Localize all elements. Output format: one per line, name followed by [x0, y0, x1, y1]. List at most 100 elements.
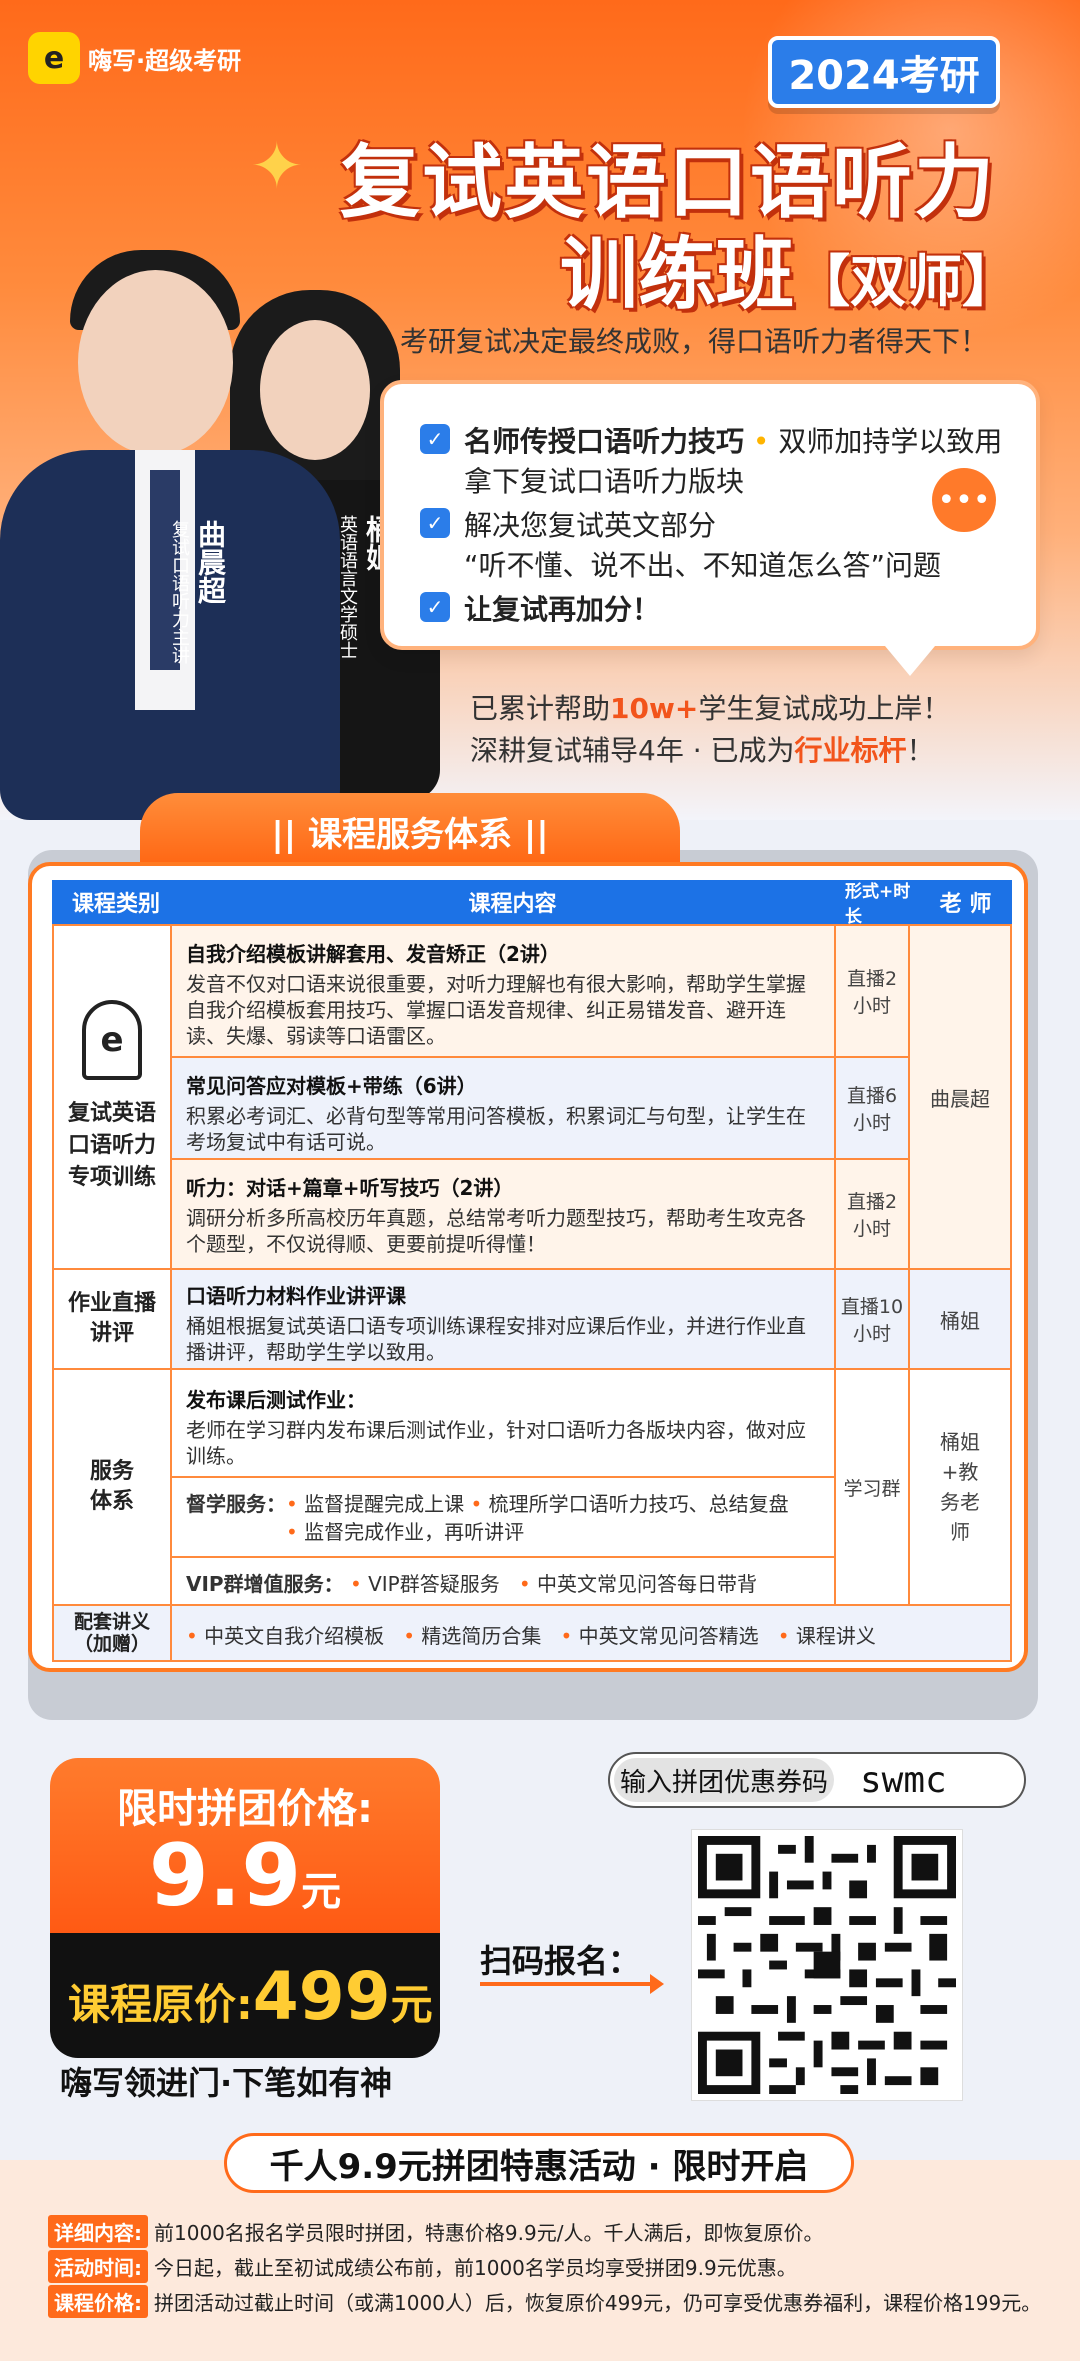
feature-line1-rest: 双师加持学以致用	[778, 425, 1003, 458]
course-desc: 积累必考词汇、必背句型等常用问答模板，积累词汇与句型，让学生在考场复试中有话可说…	[186, 1104, 806, 1154]
course-title: 自我介绍模板讲解套用、发音矫正（2讲）	[186, 942, 560, 966]
feature-line2: 拿下复试口语听力版块	[464, 465, 745, 498]
service-desc: 老师在学习群内发布课后测试作业，针对口语听力各版块内容，做对应训练。	[186, 1418, 806, 1468]
original-price: 课程原价:499元	[68, 1958, 433, 2035]
teacher1-title: 复试口语听力主讲	[169, 520, 190, 664]
chat-icon: •••	[932, 468, 996, 532]
service-row: 发布课后测试作业： 老师在学习群内发布课后测试作业，针对口语听力各版块内容，做对…	[170, 1368, 836, 1478]
qr-code[interactable]	[692, 1830, 962, 2100]
mode-cell: 直播6小时	[834, 1056, 910, 1160]
slogan: 嗨写领进门·下笔如有神	[60, 2064, 393, 2102]
footer-text: 今日起，截止至初试成绩公布前，前1000名学员均享受拼团9.9元优惠。	[154, 2256, 797, 2280]
course-desc: 桶姐根据复试英语口语专项训练课程安排对应课后作业，并进行作业直播讲评，帮助学生学…	[186, 1314, 806, 1364]
material-item: 中英文常见问答精选	[578, 1624, 759, 1648]
feature-line4: “听不懂、说不出、不知道怎么答”问题	[464, 549, 942, 582]
feature-line3: 解决您复试英文部分	[464, 509, 717, 542]
stat-highlight: 行业标杆	[794, 734, 907, 767]
feature-line1: 名师传授口语听力技巧 • 双师加持学以致用	[464, 420, 1002, 460]
footer-tag: 详细内容:	[48, 2215, 148, 2248]
bubble-tail	[880, 640, 940, 676]
footer-row: 课程价格: 拼团活动过截止时间（或满1000人）后，恢复原价499元，仍可享受优惠…	[48, 2285, 1041, 2318]
teacher2-title: 英语语言文学硕士	[337, 515, 358, 659]
brand-name: 嗨写·超级考研	[88, 46, 242, 75]
stat-highlight: 10w+	[610, 692, 699, 725]
price-number: 9.9	[148, 1826, 302, 1926]
category-cell: 作业直播讲评	[52, 1268, 172, 1370]
category-label: 作业直播讲评	[67, 1291, 156, 1346]
price-card: 限时拼团价格: 9.9元 课程原价:499元	[50, 1758, 440, 2058]
material-item: 精选简历合集	[421, 1624, 542, 1648]
scan-label: 扫码报名：	[480, 1942, 641, 1980]
course-row: 常见问答应对模板+带练（6讲） 积累必考词汇、必背句型等常用问答模板，积累词汇与…	[170, 1056, 836, 1160]
mode-cell: 直播10小时	[834, 1268, 910, 1370]
price-label: 限时拼团价格:	[117, 1786, 373, 1832]
sparkle-icon: ✦	[250, 130, 304, 204]
header-mode: 形式+时长	[845, 882, 911, 927]
course-title: 听力：对话+篇章+听写技巧（2讲）	[186, 1176, 514, 1200]
main-title-tag: 【双师】	[794, 250, 1019, 315]
logo-icon: e	[28, 32, 80, 84]
header-category: 课程类别	[71, 892, 160, 917]
main-title-line2: 训练班【双师】	[560, 212, 1018, 324]
footer-row: 详细内容: 前1000名报名学员限时拼团，特惠价格9.9元/人。千人满后，即恢复原…	[48, 2215, 823, 2248]
service-item: 监督完成作业，再听讲评	[304, 1520, 525, 1544]
teacher-cell: 曲晨超	[908, 924, 1012, 1270]
service-title: 发布课后测试作业：	[186, 1388, 366, 1412]
brand-logo[interactable]: e 嗨写·超级考研	[28, 32, 241, 84]
course-desc: 调研分析多所高校历年真题，总结常考听力题型技巧，帮助考生攻克各个题型，不仅说得顺…	[186, 1206, 806, 1256]
category-label: 复试英语口语听力专项训练	[67, 1101, 156, 1190]
main-title-text: 训练班	[560, 230, 795, 320]
coupon-code[interactable]: swmc	[860, 1760, 947, 1801]
check-icon: ✓	[420, 508, 450, 538]
check-icon: ✓	[420, 592, 450, 622]
tagline: 考研复试决定最终成败，得口语听力者得天下！	[400, 325, 989, 358]
check-icon: ✓	[420, 424, 450, 454]
teacher-cell: 桶姐	[908, 1268, 1012, 1370]
price-unit: 元	[301, 1869, 342, 1915]
teacher1-name: 曲晨超	[194, 520, 227, 604]
material-item: 中英文自我介绍模板	[204, 1624, 385, 1648]
category-cell: 服务体系	[52, 1368, 172, 1606]
coupon-box[interactable]: 输入拼团优惠券码 swmc	[608, 1752, 1026, 1808]
feature-bubble: ✓ 名师传授口语听力技巧 • 双师加持学以致用 拿下复试口语听力版块 ••• ✓…	[380, 380, 1040, 650]
course-row: 听力：对话+篇章+听写技巧（2讲） 调研分析多所高校历年真题，总结常考听力题型技…	[170, 1158, 836, 1270]
category-cell: 配套讲义（加赠）	[52, 1604, 172, 1662]
course-desc: 发音不仅对口语来说很重要，对听力理解也有很大影响，帮助学生掌握自我介绍模板套用技…	[186, 972, 806, 1048]
course-row: 自我介绍模板讲解套用、发音矫正（2讲） 发音不仅对口语来说很重要，对听力理解也有…	[170, 924, 836, 1058]
service-item: 监督提醒完成上课	[304, 1492, 465, 1516]
header-teacher: 老 师	[939, 892, 992, 917]
materials-row: • 中英文自我介绍模板 • 精选简历合集 • 中英文常见问答精选 • 课程讲义	[170, 1604, 1012, 1662]
main-title-line1: 复试英语口语听力	[340, 136, 996, 229]
category-label: 配套讲义（加赠）	[73, 1611, 150, 1655]
service-item: 梳理所学口语听力技巧、总结复盘	[488, 1492, 789, 1516]
material-item: 课程讲义	[795, 1624, 876, 1648]
qr-code-icon	[698, 1836, 956, 2094]
course-title: 常见问答应对模板+带练（6讲）	[186, 1074, 477, 1098]
table-header: 课程类别 课程内容 形式+时长 老 师	[52, 880, 1012, 927]
price-value: 9.9元	[50, 1826, 440, 1926]
feature-line1-bold: 名师传授口语听力技巧	[464, 425, 745, 458]
course-row: 口语听力材料作业讲评课 桶姐根据复试英语口语专项训练课程安排对应课后作业，并进行…	[170, 1268, 836, 1370]
pen-icon: e	[82, 1000, 142, 1080]
year-badge: 2024考研	[768, 36, 1000, 108]
service-item: VIP群答疑服务	[368, 1572, 500, 1596]
promo-banner: 千人9.9元拼团特惠活动 · 限时开启	[224, 2133, 854, 2193]
stats-text: 已累计帮助10w+学生复试成功上岸！ 深耕复试辅导4年 · 已成为行业标杆！	[470, 692, 951, 767]
teacher-photo-male	[0, 230, 340, 820]
service-item: 中英文常见问答每日带背	[536, 1572, 757, 1596]
coupon-label: 输入拼团优惠券码	[614, 1758, 834, 1802]
category-cell: e 复试英语口语听力专项训练	[52, 924, 172, 1270]
original-price-number: 499	[252, 1958, 391, 2035]
service-label: 督学服务：	[186, 1492, 286, 1516]
mode-cell: 学习群	[834, 1368, 910, 1606]
footer-tag: 课程价格:	[48, 2285, 148, 2318]
original-price-unit: 元	[390, 1980, 433, 2029]
footer-tag: 活动时间:	[48, 2250, 148, 2283]
footer-row: 活动时间: 今日起，截止至初试成绩公布前，前1000名学员均享受拼团9.9元优惠。	[48, 2250, 797, 2283]
original-price-label: 课程原价:	[68, 1980, 253, 2029]
footer-text: 拼团活动过截止时间（或满1000人）后，恢复原价499元，仍可享受优惠券福利，课…	[154, 2291, 1042, 2315]
category-label: 服务体系	[89, 1459, 134, 1514]
service-row: VIP群增值服务： • VIP群答疑服务 • 中英文常见问答每日带背	[170, 1556, 836, 1606]
course-table: 课程类别 课程内容 形式+时长 老 师 e 复试英语口语听力专项训练 自我介绍模…	[28, 862, 1028, 1672]
course-title: 口语听力材料作业讲评课	[186, 1284, 406, 1308]
